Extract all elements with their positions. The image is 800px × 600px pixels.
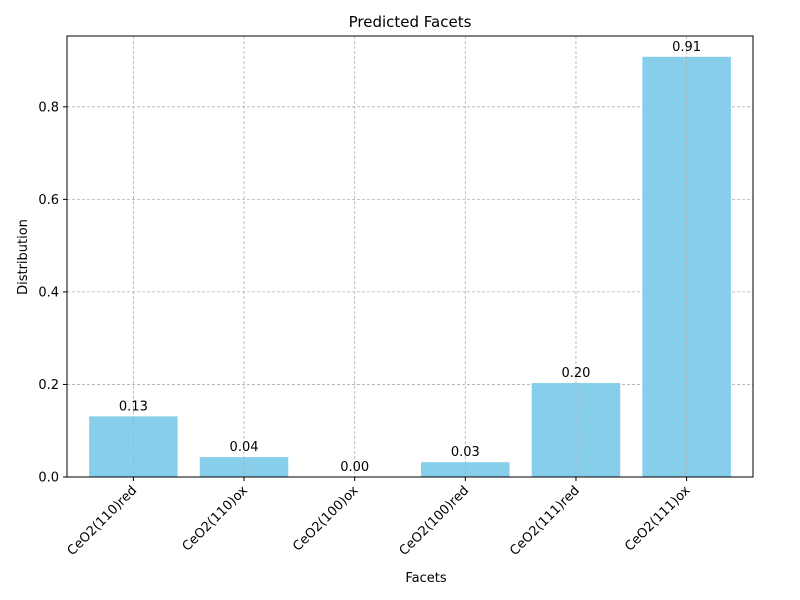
plot-frame (66, 35, 754, 478)
bar-value-label: 0.03 (451, 445, 480, 460)
y-tick-label: 0.0 (38, 471, 59, 486)
y-tick-label: 0.2 (38, 378, 59, 393)
x-tick-label: CeO2(110)red (65, 483, 141, 559)
x-tick-label: CeO2(111)red (507, 483, 583, 559)
bars (89, 56, 731, 477)
x-tick-label: CeO2(100)ox (290, 483, 361, 554)
bar-value-label: 0.91 (672, 40, 701, 55)
y-axis: 0.0 0.2 0.4 0.6 0.8 (38, 100, 67, 486)
y-axis-label: Distribution (16, 219, 31, 295)
y-tick-label: 0.4 (38, 285, 59, 300)
x-tick-label: CeO2(111)ox (622, 483, 693, 554)
bar-value-labels: 0.13 0.04 0.00 0.03 0.20 0.91 (119, 40, 701, 475)
bar-value-label: 0.04 (230, 440, 259, 455)
bar-value-label: 0.13 (119, 399, 148, 414)
x-axis: CeO2(110)red CeO2(110)ox CeO2(100)ox CeO2(1… (65, 477, 694, 559)
x-tick-label: CeO2(110)ox (180, 483, 251, 554)
y-tick-label: 0.6 (38, 193, 59, 208)
chart-title: Predicted Facets (349, 13, 472, 31)
bar-value-label: 0.00 (340, 460, 369, 475)
bar-value-label: 0.20 (561, 366, 590, 381)
x-tick-label: CeO2(100)red (397, 483, 473, 559)
y-tick-label: 0.8 (38, 100, 59, 115)
bar (421, 462, 510, 477)
x-axis-label: Facets (405, 571, 446, 586)
